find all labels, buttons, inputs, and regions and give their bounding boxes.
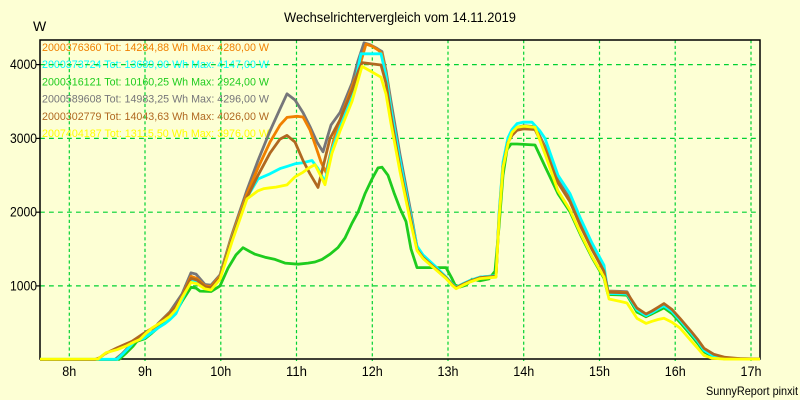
svg-text:4000: 4000: [10, 56, 37, 72]
svg-text:16h: 16h: [665, 363, 686, 379]
svg-text:3000: 3000: [10, 130, 37, 146]
svg-text:SunnyReport pinxit: SunnyReport pinxit: [706, 384, 799, 398]
svg-text:2000302779 Tot: 14043,63 Wh Ma: 2000302779 Tot: 14043,63 Wh Max: 4026,00…: [42, 111, 270, 123]
svg-text:2000589608 Tot: 14983,25 Wh Ma: 2000589608 Tot: 14983,25 Wh Max: 4296,00…: [42, 94, 270, 106]
svg-text:W: W: [33, 18, 47, 34]
svg-text:2000376360 Tot: 14284,88 Wh Ma: 2000376360 Tot: 14284,88 Wh Max: 4280,00…: [42, 42, 270, 54]
svg-text:Wechselrichtervergleich vom 14: Wechselrichtervergleich vom 14.11.2019: [284, 9, 516, 25]
svg-text:2000316121 Tot: 10160,25 Wh Ma: 2000316121 Tot: 10160,25 Wh Max: 2924,00…: [42, 76, 270, 88]
svg-text:2000: 2000: [10, 204, 37, 220]
svg-text:8h: 8h: [62, 363, 76, 379]
svg-text:11h: 11h: [286, 363, 307, 379]
svg-text:17h: 17h: [741, 363, 762, 379]
svg-text:15h: 15h: [589, 363, 610, 379]
svg-text:9h: 9h: [138, 363, 152, 379]
svg-text:12h: 12h: [362, 363, 383, 379]
svg-text:14h: 14h: [513, 363, 534, 379]
svg-text:10h: 10h: [210, 363, 231, 379]
svg-text:2000373724 Tot: 13689,00 Wh Ma: 2000373724 Tot: 13689,00 Wh Max: 4147,00…: [42, 59, 270, 71]
svg-text:13h: 13h: [438, 363, 459, 379]
svg-text:2007404187 Tot: 13115,50 Wh Ma: 2007404187 Tot: 13115,50 Wh Max: 3976,00…: [42, 128, 270, 140]
svg-text:1000: 1000: [10, 277, 37, 293]
